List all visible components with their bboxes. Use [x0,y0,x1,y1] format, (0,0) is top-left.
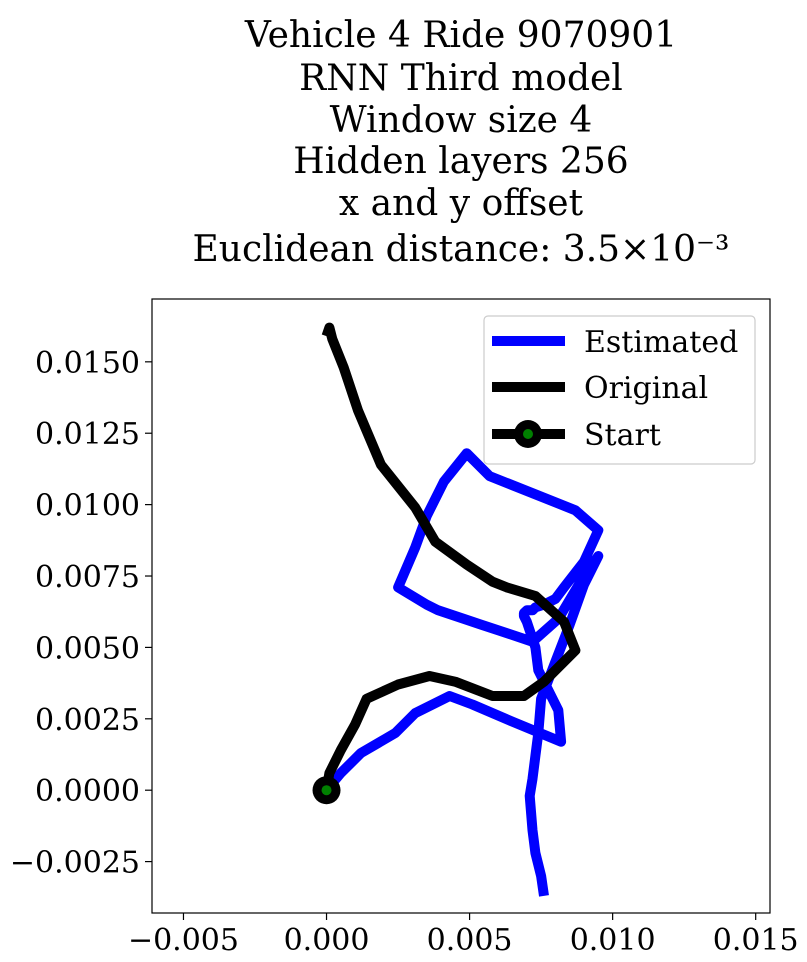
legend: Estimated Original Start [483,315,756,465]
x-tick-label: 0.005 [427,923,513,958]
x-axis-ticks: −0.005 0.000 0.005 0.010 0.015 [128,913,799,958]
y-tick-label: 0.0125 [35,417,140,452]
y-tick-label: 0.0150 [35,346,140,381]
x-tick-label: −0.005 [128,923,239,958]
y-tick-label: 0.0050 [35,631,140,666]
x-tick-label: 0.015 [713,923,799,958]
y-tick-label: 0.0000 [35,774,140,809]
y-tick-label: −0.0025 [10,846,140,881]
y-tick-label: 0.0025 [35,703,140,738]
start-marker-center [321,785,332,796]
legend-marker-center [523,429,533,439]
legend-label: Original [584,371,708,406]
title-line: Hidden layers 256 [293,141,628,182]
legend-box [483,315,756,465]
title-line: Window size 4 [330,100,593,141]
series-group [321,322,604,897]
y-tick-label: 0.0075 [35,560,140,595]
start-marker-group [312,776,341,805]
legend-label: Start [584,418,661,453]
y-tick-label: 0.0100 [35,489,140,524]
title-line: x and y offset [339,183,584,224]
legend-label: Estimated [584,325,738,360]
series-line-original [321,322,581,792]
x-tick-label: 0.000 [284,923,370,958]
plot-area [151,298,771,914]
y-axis-ticks: −0.0025 0.0000 0.0025 0.0050 0.0075 0.0100 0.0… [10,346,152,881]
title-line: Euclidean distance: 3.5×10⁻³ [193,229,730,270]
title-line: Vehicle 4 Ride 9070901 [244,15,677,56]
x-tick-label: 0.010 [570,923,656,958]
title-line: RNN Third model [299,58,623,99]
